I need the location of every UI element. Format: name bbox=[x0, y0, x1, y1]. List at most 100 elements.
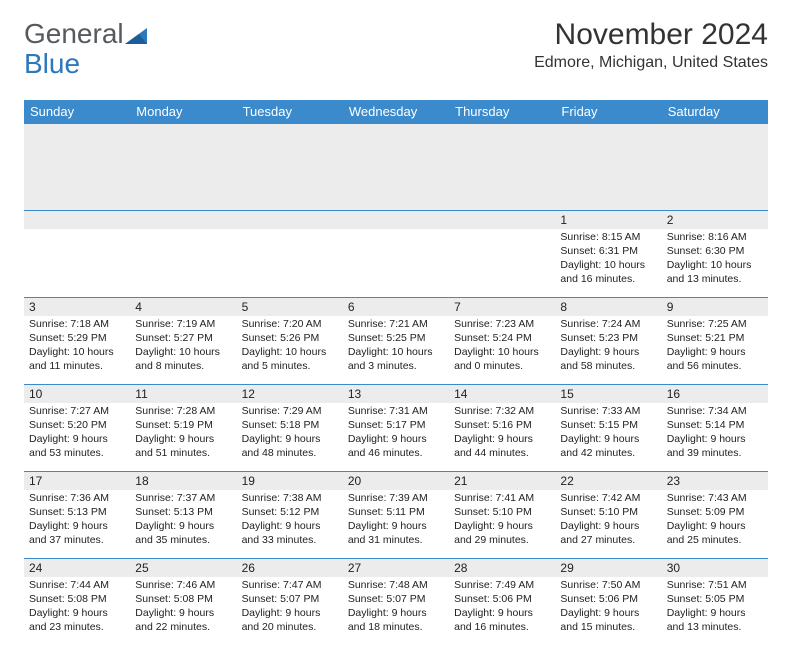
day-cell: 6Sunrise: 7:21 AMSunset: 5:25 PMDaylight… bbox=[343, 298, 449, 385]
day-header: Thursday bbox=[449, 100, 555, 124]
sunrise-text: Sunrise: 8:15 AM bbox=[560, 231, 656, 245]
day-details: Sunrise: 7:18 AMSunset: 5:29 PMDaylight:… bbox=[24, 316, 130, 377]
day-details: Sunrise: 7:42 AMSunset: 5:10 PMDaylight:… bbox=[555, 490, 661, 551]
day-details: Sunrise: 7:49 AMSunset: 5:06 PMDaylight:… bbox=[449, 577, 555, 638]
sunrise-text: Sunrise: 7:50 AM bbox=[560, 579, 656, 593]
sunset-text: Sunset: 5:08 PM bbox=[29, 593, 125, 607]
day-number: 12 bbox=[237, 385, 343, 403]
day-cell: 12Sunrise: 7:29 AMSunset: 5:18 PMDayligh… bbox=[237, 385, 343, 472]
logo-text-general: General bbox=[24, 18, 124, 50]
location-text: Edmore, Michigan, United States bbox=[534, 54, 768, 72]
week-row: 24Sunrise: 7:44 AMSunset: 5:08 PMDayligh… bbox=[24, 559, 768, 646]
day-number bbox=[343, 211, 449, 229]
daylight-text: Daylight: 9 hours and 31 minutes. bbox=[348, 520, 444, 548]
sunset-text: Sunset: 5:17 PM bbox=[348, 419, 444, 433]
day-cell: 4Sunrise: 7:19 AMSunset: 5:27 PMDaylight… bbox=[130, 298, 236, 385]
sunrise-text: Sunrise: 7:28 AM bbox=[135, 405, 231, 419]
day-number bbox=[130, 211, 236, 229]
day-header: Tuesday bbox=[237, 100, 343, 124]
sunset-text: Sunset: 5:08 PM bbox=[135, 593, 231, 607]
sunrise-text: Sunrise: 7:51 AM bbox=[667, 579, 763, 593]
day-cell: 11Sunrise: 7:28 AMSunset: 5:19 PMDayligh… bbox=[130, 385, 236, 472]
week-row: 17Sunrise: 7:36 AMSunset: 5:13 PMDayligh… bbox=[24, 472, 768, 559]
day-number: 14 bbox=[449, 385, 555, 403]
sunrise-text: Sunrise: 8:16 AM bbox=[667, 231, 763, 245]
daylight-text: Daylight: 9 hours and 35 minutes. bbox=[135, 520, 231, 548]
day-cell: 27Sunrise: 7:48 AMSunset: 5:07 PMDayligh… bbox=[343, 559, 449, 646]
day-details: Sunrise: 7:21 AMSunset: 5:25 PMDaylight:… bbox=[343, 316, 449, 377]
day-cell: 25Sunrise: 7:46 AMSunset: 5:08 PMDayligh… bbox=[130, 559, 236, 646]
day-cell bbox=[24, 211, 130, 298]
day-header: Monday bbox=[130, 100, 236, 124]
sunrise-text: Sunrise: 7:23 AM bbox=[454, 318, 550, 332]
sunrise-text: Sunrise: 7:48 AM bbox=[348, 579, 444, 593]
sunset-text: Sunset: 5:09 PM bbox=[667, 506, 763, 520]
day-number: 3 bbox=[24, 298, 130, 316]
day-cell: 28Sunrise: 7:49 AMSunset: 5:06 PMDayligh… bbox=[449, 559, 555, 646]
day-number: 24 bbox=[24, 559, 130, 577]
sunset-text: Sunset: 5:12 PM bbox=[242, 506, 338, 520]
day-details: Sunrise: 7:25 AMSunset: 5:21 PMDaylight:… bbox=[662, 316, 768, 377]
daylight-text: Daylight: 9 hours and 33 minutes. bbox=[242, 520, 338, 548]
day-details: Sunrise: 8:16 AMSunset: 6:30 PMDaylight:… bbox=[662, 229, 768, 290]
sunset-text: Sunset: 5:16 PM bbox=[454, 419, 550, 433]
sunset-text: Sunset: 5:10 PM bbox=[454, 506, 550, 520]
daylight-text: Daylight: 10 hours and 8 minutes. bbox=[135, 346, 231, 374]
day-cell: 9Sunrise: 7:25 AMSunset: 5:21 PMDaylight… bbox=[662, 298, 768, 385]
sunset-text: Sunset: 5:20 PM bbox=[29, 419, 125, 433]
day-number: 28 bbox=[449, 559, 555, 577]
day-cell: 15Sunrise: 7:33 AMSunset: 5:15 PMDayligh… bbox=[555, 385, 661, 472]
sunset-text: Sunset: 5:05 PM bbox=[667, 593, 763, 607]
day-number: 30 bbox=[662, 559, 768, 577]
day-header: Friday bbox=[555, 100, 661, 124]
day-number: 10 bbox=[24, 385, 130, 403]
day-number: 5 bbox=[237, 298, 343, 316]
day-number: 13 bbox=[343, 385, 449, 403]
daylight-text: Daylight: 10 hours and 11 minutes. bbox=[29, 346, 125, 374]
day-details: Sunrise: 7:29 AMSunset: 5:18 PMDaylight:… bbox=[237, 403, 343, 464]
day-cell: 13Sunrise: 7:31 AMSunset: 5:17 PMDayligh… bbox=[343, 385, 449, 472]
day-details: Sunrise: 7:19 AMSunset: 5:27 PMDaylight:… bbox=[130, 316, 236, 377]
day-cell: 24Sunrise: 7:44 AMSunset: 5:08 PMDayligh… bbox=[24, 559, 130, 646]
daylight-text: Daylight: 9 hours and 15 minutes. bbox=[560, 607, 656, 635]
calendar-table: SundayMondayTuesdayWednesdayThursdayFrid… bbox=[24, 100, 768, 646]
day-details: Sunrise: 7:32 AMSunset: 5:16 PMDaylight:… bbox=[449, 403, 555, 464]
day-number: 26 bbox=[237, 559, 343, 577]
daylight-text: Daylight: 9 hours and 37 minutes. bbox=[29, 520, 125, 548]
sunset-text: Sunset: 5:27 PM bbox=[135, 332, 231, 346]
day-cell: 1Sunrise: 8:15 AMSunset: 6:31 PMDaylight… bbox=[555, 211, 661, 298]
daylight-text: Daylight: 9 hours and 25 minutes. bbox=[667, 520, 763, 548]
day-cell: 26Sunrise: 7:47 AMSunset: 5:07 PMDayligh… bbox=[237, 559, 343, 646]
day-number: 16 bbox=[662, 385, 768, 403]
daylight-text: Daylight: 9 hours and 42 minutes. bbox=[560, 433, 656, 461]
sunset-text: Sunset: 5:10 PM bbox=[560, 506, 656, 520]
day-number: 4 bbox=[130, 298, 236, 316]
day-details: Sunrise: 7:20 AMSunset: 5:26 PMDaylight:… bbox=[237, 316, 343, 377]
daylight-text: Daylight: 9 hours and 23 minutes. bbox=[29, 607, 125, 635]
sunset-text: Sunset: 6:30 PM bbox=[667, 245, 763, 259]
sunset-text: Sunset: 5:13 PM bbox=[135, 506, 231, 520]
calendar-body: 1Sunrise: 8:15 AMSunset: 6:31 PMDaylight… bbox=[24, 124, 768, 646]
day-number: 22 bbox=[555, 472, 661, 490]
sunset-text: Sunset: 5:21 PM bbox=[667, 332, 763, 346]
day-header: Sunday bbox=[24, 100, 130, 124]
sunrise-text: Sunrise: 7:46 AM bbox=[135, 579, 231, 593]
week-row: 1Sunrise: 8:15 AMSunset: 6:31 PMDaylight… bbox=[24, 211, 768, 298]
day-details: Sunrise: 7:47 AMSunset: 5:07 PMDaylight:… bbox=[237, 577, 343, 638]
day-cell bbox=[130, 211, 236, 298]
day-details: Sunrise: 7:38 AMSunset: 5:12 PMDaylight:… bbox=[237, 490, 343, 551]
sunrise-text: Sunrise: 7:25 AM bbox=[667, 318, 763, 332]
week-row: 3Sunrise: 7:18 AMSunset: 5:29 PMDaylight… bbox=[24, 298, 768, 385]
day-cell: 20Sunrise: 7:39 AMSunset: 5:11 PMDayligh… bbox=[343, 472, 449, 559]
day-cell: 29Sunrise: 7:50 AMSunset: 5:06 PMDayligh… bbox=[555, 559, 661, 646]
sunrise-text: Sunrise: 7:43 AM bbox=[667, 492, 763, 506]
day-cell: 17Sunrise: 7:36 AMSunset: 5:13 PMDayligh… bbox=[24, 472, 130, 559]
day-cell: 23 Sunrise: 7:43 AMSunset: 5:09 PMDayligh… bbox=[662, 472, 768, 559]
day-number: 1 bbox=[555, 211, 661, 229]
sunset-text: Sunset: 5:07 PM bbox=[242, 593, 338, 607]
day-number: 23 bbox=[662, 472, 768, 490]
daylight-text: Daylight: 9 hours and 51 minutes. bbox=[135, 433, 231, 461]
day-number: 15 bbox=[555, 385, 661, 403]
daylight-text: Daylight: 10 hours and 3 minutes. bbox=[348, 346, 444, 374]
day-details: Sunrise: 7:23 AMSunset: 5:24 PMDaylight:… bbox=[449, 316, 555, 377]
